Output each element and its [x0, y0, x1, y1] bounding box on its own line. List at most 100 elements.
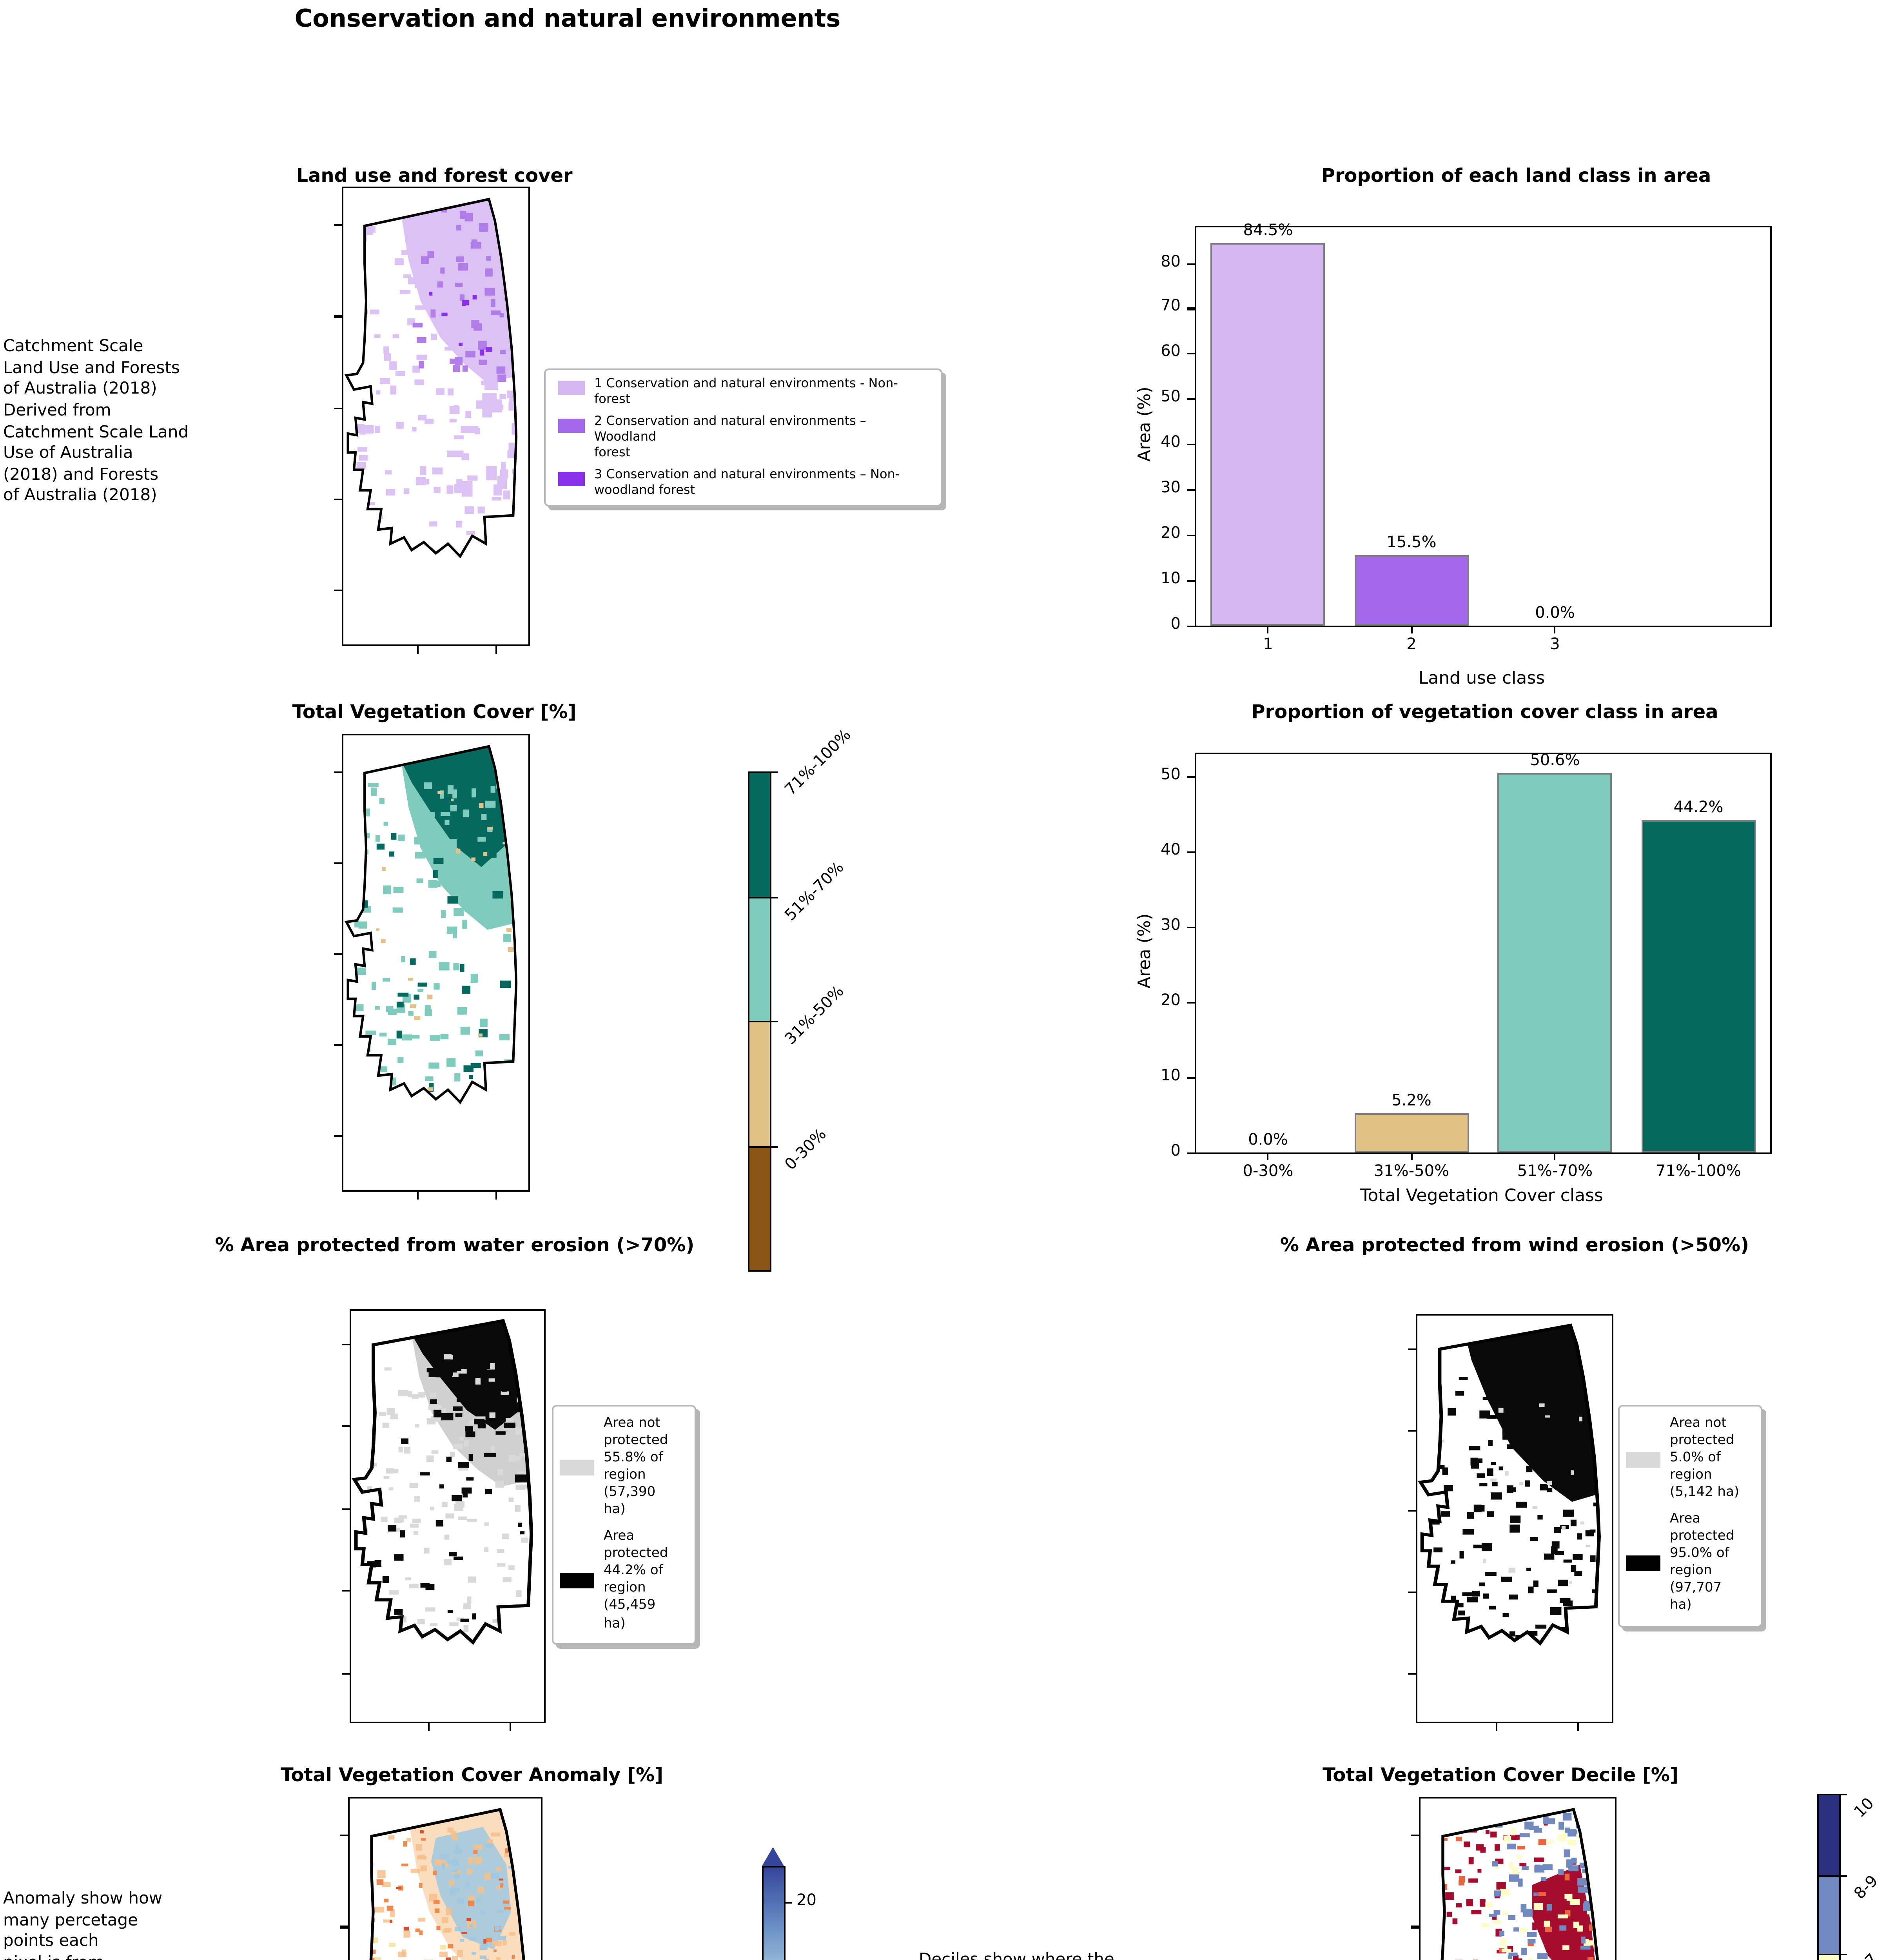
anomaly-map [340, 1797, 542, 1960]
colorbar-label: 8-9 [1852, 1873, 1882, 1904]
legend-item: Area not protected 5.0% of region (5,142… [1626, 1416, 1754, 1503]
y-tick [1187, 398, 1195, 401]
map-axis-tick [334, 590, 342, 592]
colorbar-label: 10 [1852, 1795, 1878, 1822]
map-axis-tick [1408, 1510, 1416, 1512]
x-tick-label: 2 [1406, 637, 1417, 654]
map-axis-tick [342, 1343, 350, 1346]
y-tick-label: 20 [1161, 992, 1181, 1009]
x-tick [1267, 1152, 1269, 1160]
legend-swatch-woodland [558, 419, 585, 433]
colorbar-arrow-up [762, 1847, 784, 1866]
legend-item: 1 Conservation and natural environments … [555, 376, 931, 408]
legend-label: Area not protected 55.8% of region (57,3… [604, 1416, 668, 1518]
anomaly-colorbar: 20100−10−20 [762, 1847, 816, 1960]
y-tick [1187, 926, 1195, 928]
y-tick-label: 0 [1170, 615, 1181, 633]
decile-map [1411, 1797, 1616, 1960]
y-tick-label: 10 [1161, 1067, 1181, 1085]
veg-cover-colorbar: 71%-100% 51%-70% 31%-50% 0-30% [748, 727, 855, 1272]
x-tick [1411, 1152, 1413, 1160]
map-axis-tick [417, 646, 419, 654]
water-erosion-title: % Area protected from water erosion (>70… [215, 1234, 695, 1256]
x-tick-label: 31%-50% [1373, 1163, 1450, 1181]
y-tick [1187, 579, 1195, 581]
map-axis-tick [495, 1192, 497, 1200]
map3-raster [352, 1319, 533, 1645]
legend-label: 3 Conservation and natural environments … [594, 467, 900, 497]
y-tick-label: 40 [1161, 434, 1181, 452]
map-axis-tick [417, 1192, 419, 1200]
map-axis-tick [1408, 1348, 1416, 1350]
colorbar-tick [1841, 1954, 1847, 1955]
map-axis-tick [1411, 1926, 1419, 1928]
chart1-xlabel: Land use class [1418, 668, 1545, 688]
veg-class-bar-chart: 0 10 20 30 40 50 0.0% 0-30% 5.2% 31%-50% 50.6% 51%-… [1161, 752, 1772, 1181]
legend-label: 1 Conservation and natural environments … [594, 376, 898, 406]
legend-item: 3 Conservation and natural environments … [555, 467, 931, 499]
water-erosion-map [342, 1309, 546, 1731]
map-axis-tick [334, 862, 342, 865]
land-class-chart-title: Proportion of each land class in area [1321, 165, 1711, 187]
colorbar-segment [748, 1145, 771, 1272]
colorbar-segment [748, 896, 771, 1022]
x-tick-label: 71%-100% [1656, 1163, 1741, 1181]
bar-71%-100% [1641, 820, 1756, 1152]
legend-swatch-not-protected [1626, 1451, 1660, 1467]
y-tick-label: 30 [1161, 916, 1181, 934]
decile-note: Deciles show where the pixel value lies … [919, 1951, 1114, 1960]
colorbar-label: 71%-100% [782, 727, 855, 800]
y-tick [1187, 308, 1195, 310]
decile-colorbar: 108-94-72-31 [1817, 1794, 1882, 1960]
x-tick [1698, 1152, 1700, 1160]
y-tick-label: 40 [1161, 842, 1181, 859]
decile-title: Total Vegetation Cover Decile [%] [1323, 1764, 1678, 1786]
map-axis-tick [340, 1926, 348, 1928]
bar-value-label: 44.2% [1673, 800, 1724, 817]
y-tick-label: 30 [1161, 479, 1181, 497]
y-tick-label: 60 [1161, 344, 1181, 361]
map1-raster [344, 198, 518, 559]
veg-cover-map [334, 734, 530, 1200]
bar-value-label: 50.6% [1530, 752, 1580, 769]
map-axis-tick [1408, 1592, 1416, 1593]
map-axis-tick [428, 1723, 430, 1731]
y-tick [1187, 444, 1195, 446]
y-tick [1187, 263, 1195, 265]
legend-label: Area not protected 5.0% of region (5,142… [1670, 1416, 1740, 1501]
bar-value-label: 5.2% [1392, 1093, 1431, 1111]
legend-label: Area protected 44.2% of region (45,459 h… [604, 1529, 668, 1632]
colorbar-tick [771, 1145, 778, 1147]
colorbar-segment [748, 1021, 771, 1147]
bar-2 [1354, 555, 1469, 626]
colorbar-label: 0-30% [782, 1125, 831, 1174]
bar-51%-70% [1497, 772, 1613, 1152]
bar-31%-50% [1354, 1113, 1469, 1152]
map4-raster [1418, 1323, 1601, 1646]
map6-raster [1431, 1808, 1602, 1960]
chart1-ylabel: Area (%) [1134, 387, 1155, 462]
legend-label: Area protected 95.0% of region (97,707 h… [1670, 1512, 1734, 1614]
land-class-bar-chart: 0 10 20 30 40 50 60 70 80 84.5% 1 15.5% 2 0.0% 3 [1161, 223, 1772, 654]
map2-raster [344, 745, 518, 1105]
colorbar-tick [771, 1021, 778, 1022]
anomaly-note: Anomaly show how many percetage points e… [3, 1889, 163, 1960]
map5-raster [360, 1808, 528, 1960]
y-tick [1187, 625, 1195, 627]
bar-value-label: 15.5% [1386, 535, 1437, 552]
land-use-map-title: Land use and forest cover [296, 165, 573, 187]
chart2-xlabel: Total Vegetation Cover class [1360, 1185, 1603, 1206]
anomaly-title: Total Vegetation Cover Anomaly [%] [281, 1764, 663, 1786]
y-tick-label: 10 [1161, 570, 1181, 588]
y-tick [1187, 534, 1195, 536]
legend-label: 2 Conservation and natural environments … [594, 414, 866, 459]
colorbar-label: 4-7 [1852, 1951, 1882, 1960]
legend-item: Area protected 95.0% of region (97,707 h… [1626, 1512, 1754, 1616]
y-tick [1187, 489, 1195, 491]
colorbar-tick-label: 20 [796, 1892, 816, 1910]
x-tick [1267, 626, 1269, 633]
land-use-legend: 1 Conservation and natural environments … [544, 368, 942, 506]
y-tick [1187, 1076, 1195, 1078]
colorbar-segment [748, 771, 771, 898]
map-axis-tick [334, 1135, 342, 1138]
